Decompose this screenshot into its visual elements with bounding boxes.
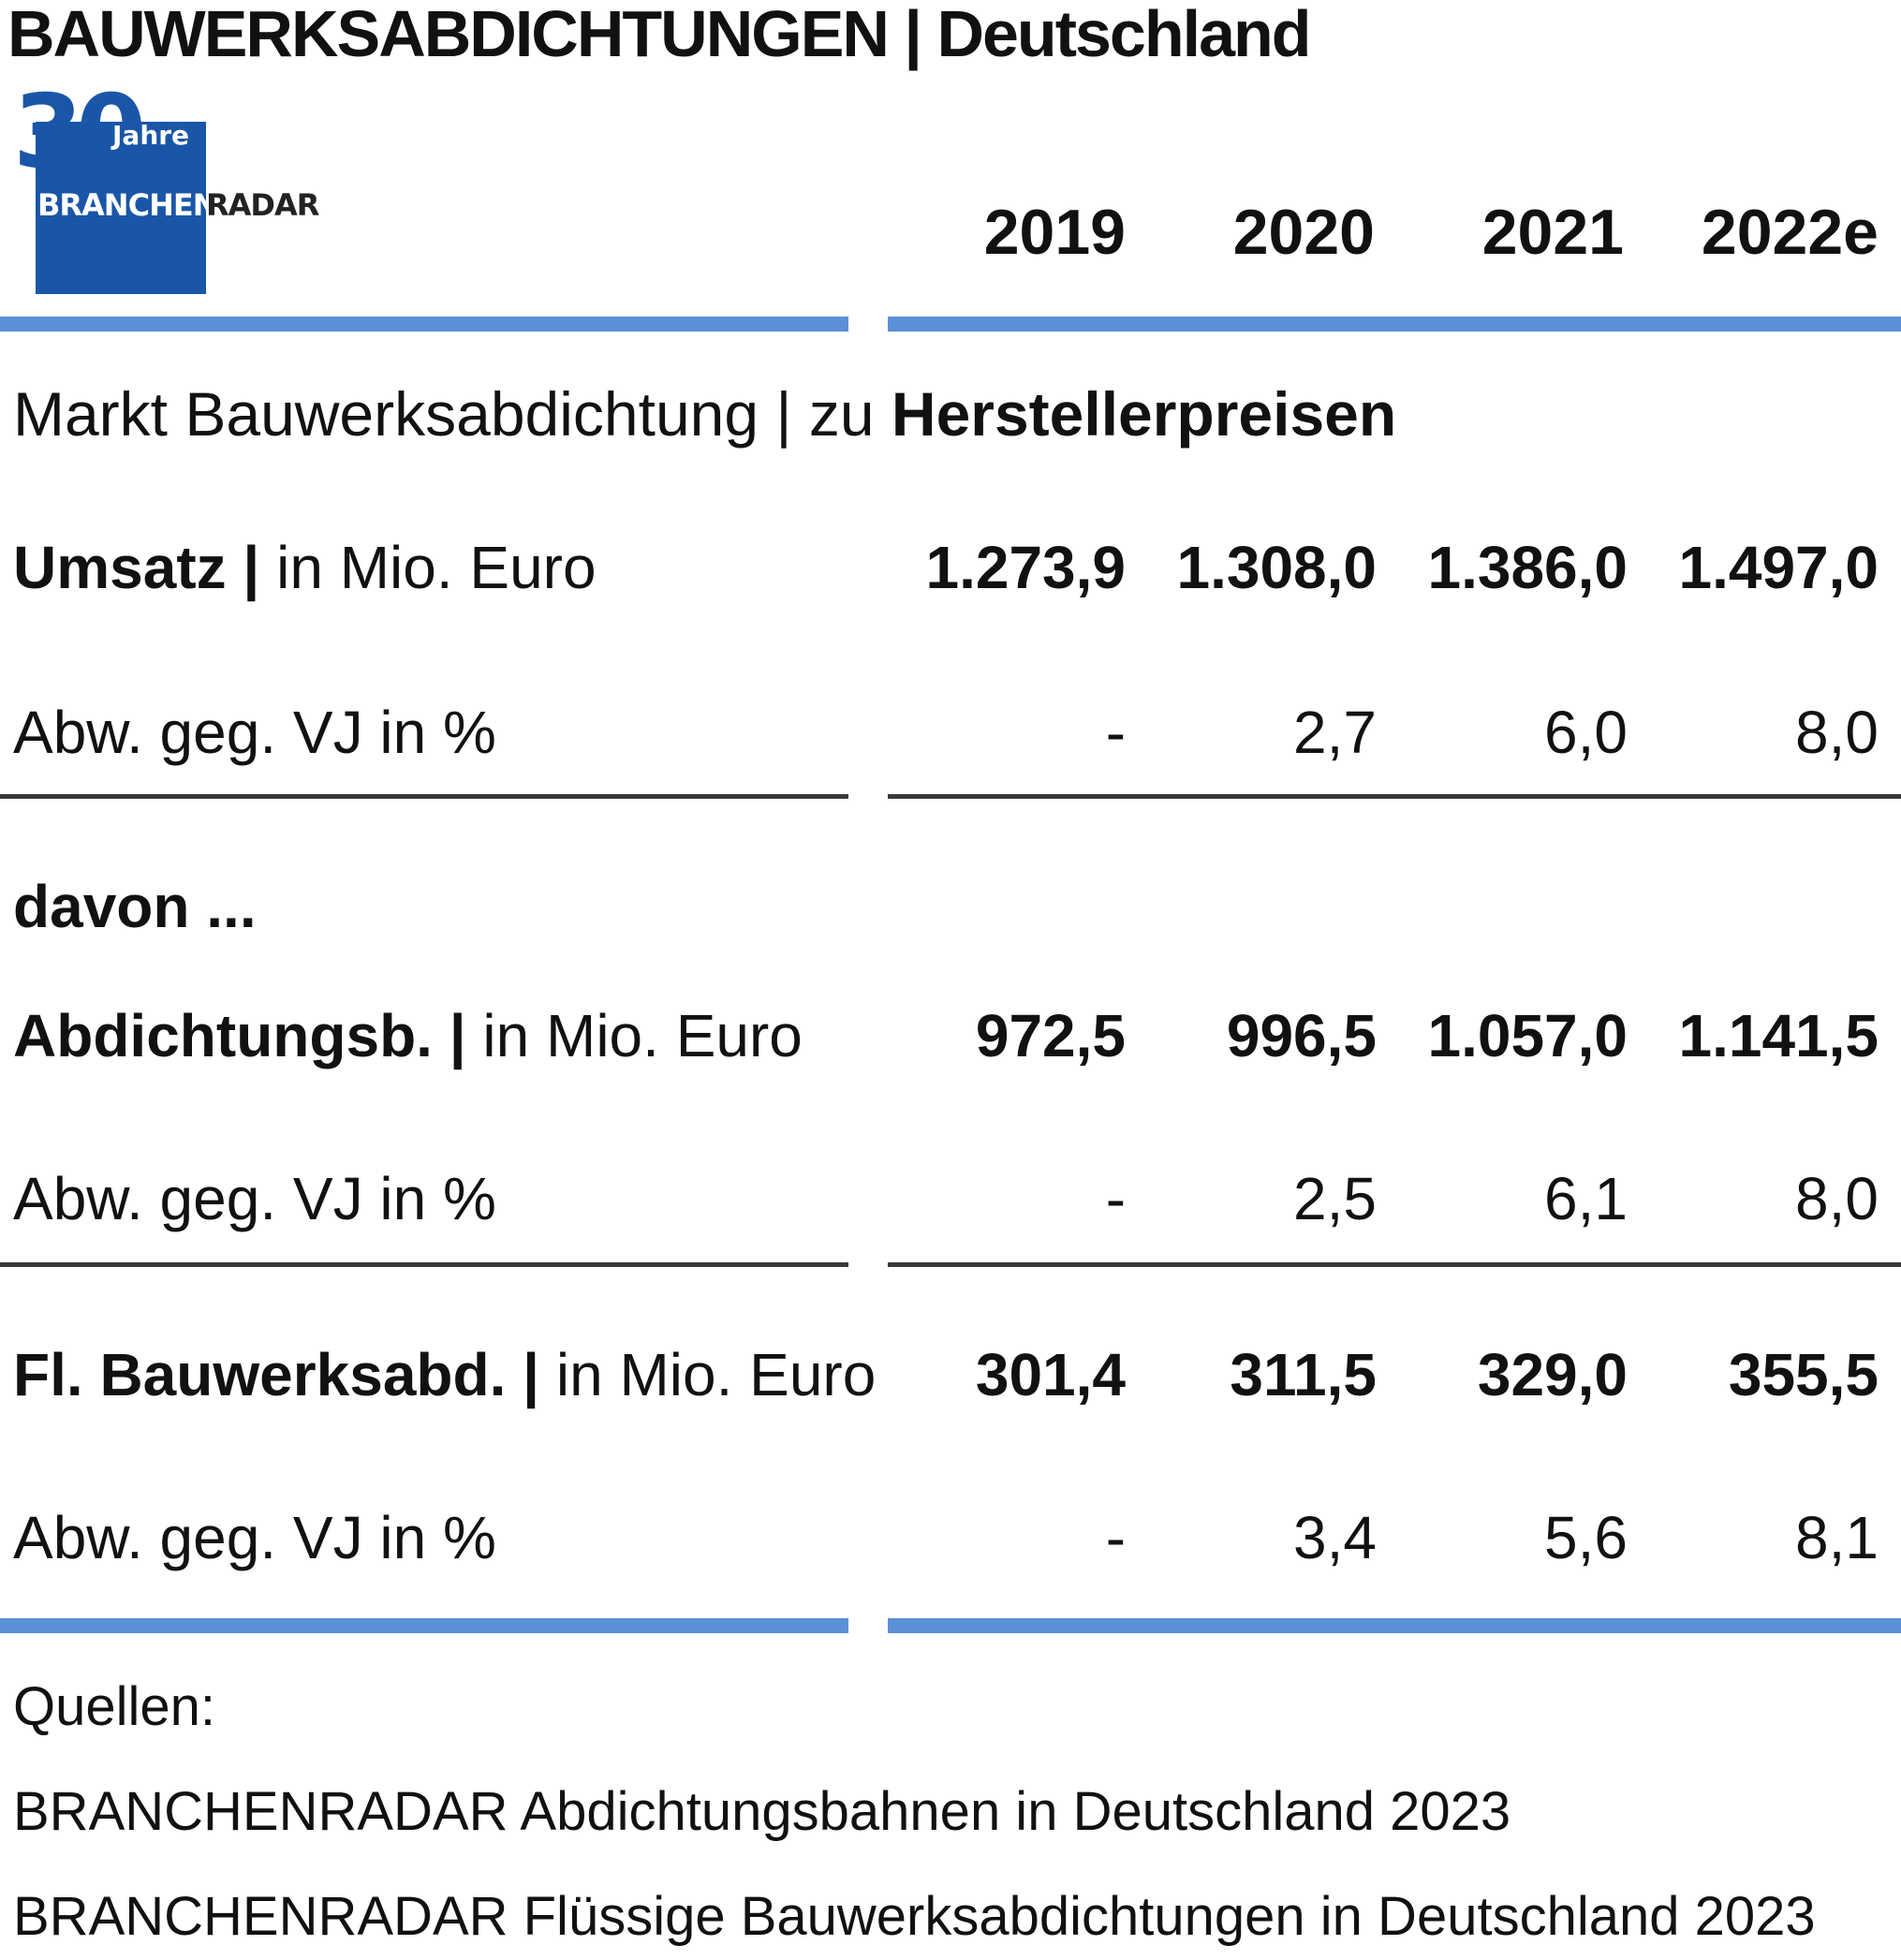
cell-umsatz-2019: 1.273,9 (925, 534, 1126, 601)
cell-abdichtungsb-2022e: 1.141,5 (1678, 1002, 1879, 1069)
cell-change-umsatz-2021: 6,0 (1544, 699, 1628, 766)
logo-anniversary-number: 30 (13, 74, 146, 191)
subtitle-emphasis: Herstellerpreisen (891, 379, 1397, 449)
header-rule-right (888, 317, 1901, 332)
row-label-change-abdichtungsb: Abw. geg. VJ in % (13, 1165, 496, 1232)
source-item-1: BRANCHENRADAR Abdichtungsbahnen in Deuts… (13, 1781, 1511, 1842)
page-title: BAUWERKSABDICHTUNGEN | Deutschland (7, 0, 1312, 70)
cell-change-abdichtungsb-2021: 6,1 (1544, 1165, 1628, 1232)
row-label-abdichtungsbahnen: Abdichtungsb. | in Mio. Euro (13, 998, 803, 1073)
branchenradar-logo: 30 Jahre BRANCHEN RADAR (13, 77, 322, 294)
cell-change-fl-bauwerksabd-2022e: 8,1 (1795, 1504, 1879, 1571)
cell-change-umsatz-2020: 2,7 (1293, 699, 1377, 766)
footer-rule-left (0, 1618, 848, 1633)
divider-right-2 (888, 1262, 1901, 1267)
cell-abdichtungsb-2020: 996,5 (1226, 1002, 1377, 1069)
section-label-davon: davon ... (13, 873, 257, 940)
row-label-change-fl-bauwerksabd: Abw. geg. VJ in % (13, 1504, 496, 1571)
column-header-2019: 2019 (983, 197, 1126, 268)
cell-umsatz-2020: 1.308,0 (1176, 534, 1377, 601)
cell-fl-bauwerksabd-2021: 329,0 (1477, 1341, 1628, 1408)
table-subtitle: Markt Bauwerksabdichtung | zu Hersteller… (13, 376, 1396, 451)
row-label-change-umsatz: Abw. geg. VJ in % (13, 699, 496, 766)
logo-anniversary-word: Jahre (112, 120, 190, 151)
column-header-2022e: 2022e (1701, 197, 1879, 268)
cell-abdichtungsb-2021: 1.057,0 (1427, 1002, 1628, 1069)
row-label-fluessige-bauwerksabdichtung: Fl. Bauwerksabd. | in Mio. Euro (13, 1337, 876, 1412)
subtitle-prefix: Markt Bauwerksabdichtung | zu (13, 379, 892, 449)
footer-rule-right (888, 1618, 1901, 1633)
cell-change-abdichtungsb-2022e: 8,0 (1795, 1165, 1879, 1232)
cell-change-umsatz-2019: - (1105, 699, 1126, 766)
cell-abdichtungsb-2019: 972,5 (975, 1002, 1126, 1069)
header-rule-left (0, 317, 848, 332)
logo-brand-right: RADAR (206, 187, 319, 223)
cell-fl-bauwerksabd-2019: 301,4 (975, 1341, 1126, 1408)
cell-change-abdichtungsb-2019: - (1105, 1165, 1126, 1232)
cell-change-fl-bauwerksabd-2020: 3,4 (1293, 1504, 1377, 1571)
logo-blue-box (36, 122, 206, 294)
row-label-umsatz: Umsatz | in Mio. Euro (13, 530, 597, 605)
cell-change-abdichtungsb-2020: 2,5 (1293, 1165, 1377, 1232)
divider-right-1 (888, 794, 1901, 799)
row-label-bold: Abdichtungsb. | (13, 1002, 483, 1069)
divider-left-1 (0, 794, 848, 799)
row-label-unit: in Mio. Euro (482, 1002, 803, 1069)
cell-change-fl-bauwerksabd-2019: - (1105, 1504, 1126, 1571)
row-label-bold: Fl. Bauwerksabd. | (13, 1341, 556, 1408)
cell-change-umsatz-2022e: 8,0 (1795, 699, 1879, 766)
cell-umsatz-2021: 1.386,0 (1427, 534, 1628, 601)
row-label-unit: in Mio. Euro (555, 1341, 877, 1408)
cell-fl-bauwerksabd-2022e: 355,5 (1728, 1341, 1879, 1408)
divider-left-2 (0, 1262, 848, 1267)
sources-heading: Quellen: (13, 1676, 216, 1737)
column-header-2021: 2021 (1481, 197, 1624, 268)
row-label-unit: in Mio. Euro (276, 534, 597, 601)
cell-umsatz-2022e: 1.497,0 (1678, 534, 1879, 601)
cell-change-fl-bauwerksabd-2021: 5,6 (1544, 1504, 1628, 1571)
column-header-2020: 2020 (1232, 197, 1375, 268)
cell-fl-bauwerksabd-2020: 311,5 (1230, 1341, 1377, 1408)
source-item-2: BRANCHENRADAR Flüssige Bauwerksabdichtun… (13, 1886, 1816, 1947)
row-label-bold: Umsatz | (13, 534, 277, 601)
logo-brand-left: BRANCHEN (37, 187, 217, 223)
